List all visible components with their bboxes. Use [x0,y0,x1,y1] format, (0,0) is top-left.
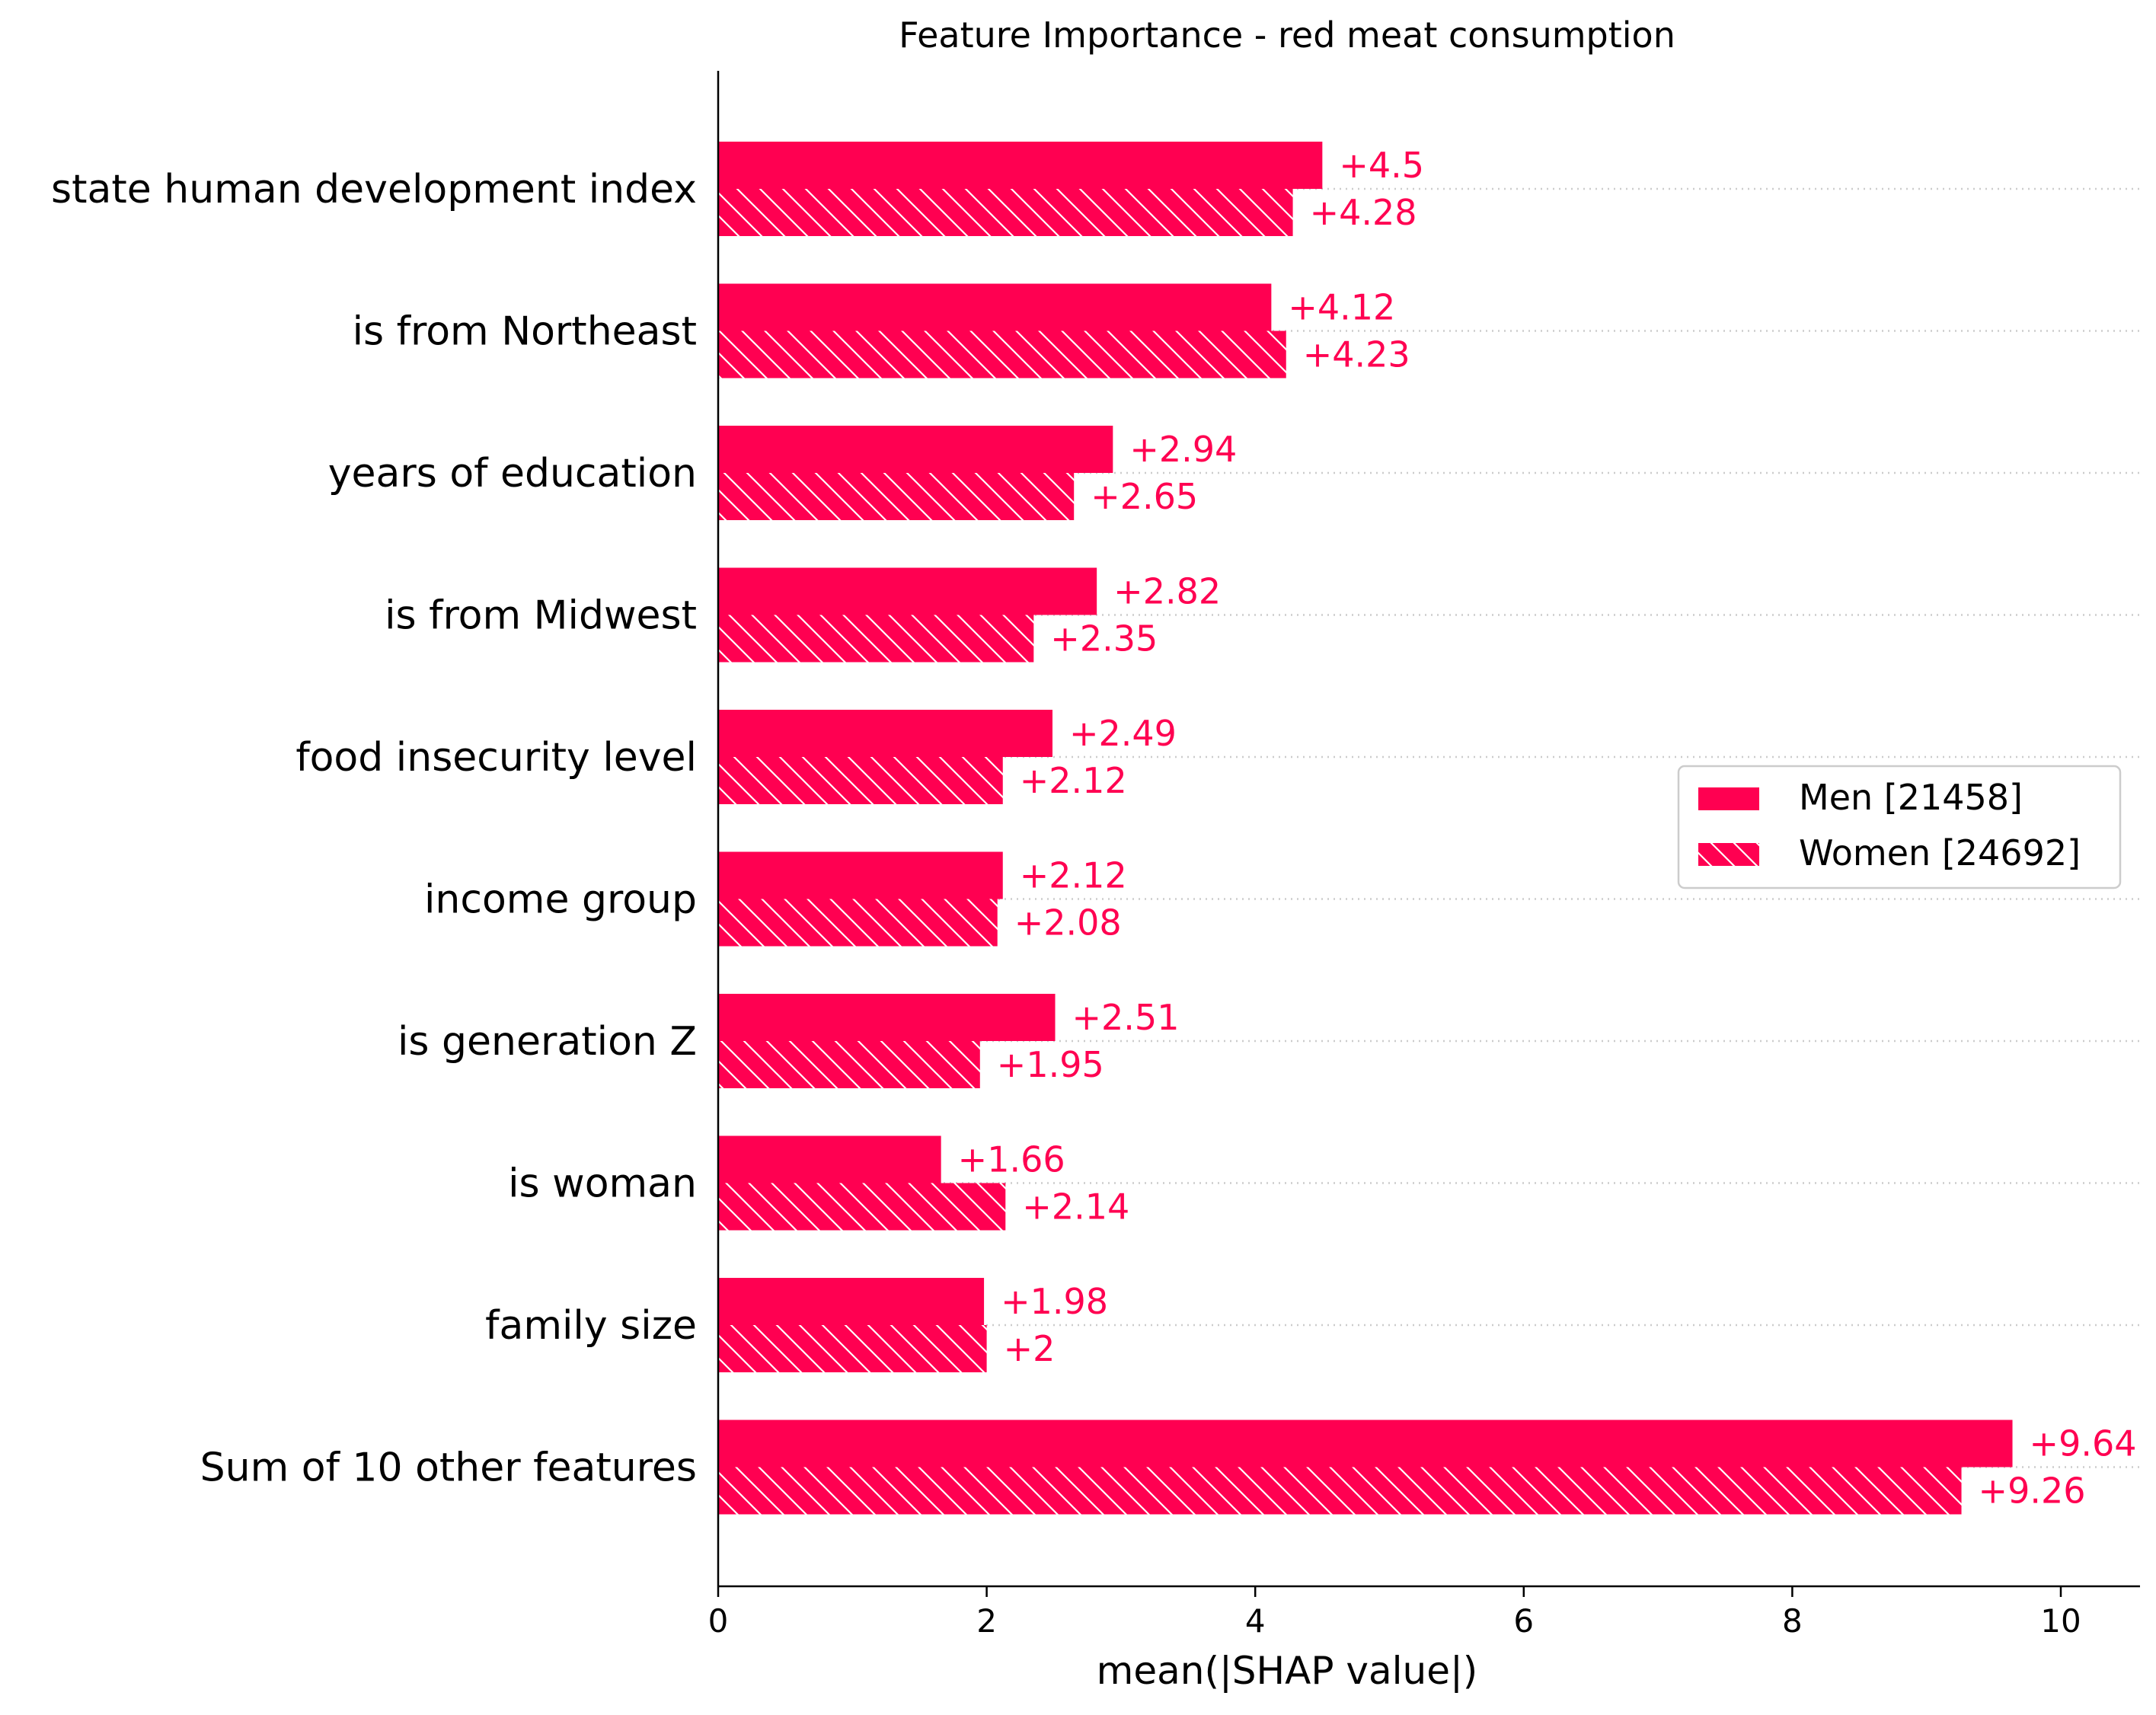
value-label-women: +1.95 [997,1044,1104,1085]
y-tick-label: state human development index [51,167,697,212]
y-tick-label: income group [424,877,697,923]
bar-women [718,899,998,947]
bar-men [718,1278,985,1325]
y-tick-label: is generation Z [398,1019,697,1065]
bar-men [718,426,1113,473]
x-tick-label: 10 [2040,1602,2081,1640]
x-tick-label: 4 [1245,1602,1266,1640]
value-label-men: +1.66 [958,1139,1065,1180]
bar-men [718,851,1003,899]
value-labels: +4.5 +4.28 +4.12 +4.23 +2.94 +2.65 +2.82 +2.35 +… [958,145,2137,1512]
y-tick-label: is from Northeast [353,309,697,355]
y-tick-label: family size [485,1303,697,1349]
bar-men [718,283,1272,331]
legend-swatch-women [1698,843,1759,866]
x-tick-label: 8 [1782,1602,1803,1640]
value-label-men: +4.5 [1339,145,1424,186]
bar-women [718,1041,980,1088]
bar-men [718,567,1097,615]
value-label-men: +2.82 [1113,571,1221,612]
value-label-men: +2.49 [1069,713,1177,754]
value-label-women: +4.28 [1310,192,1417,233]
x-tick-label: 2 [976,1602,997,1640]
value-label-women: +9.26 [1979,1471,2086,1512]
x-ticks: 0 2 4 6 8 10 [708,1586,2081,1640]
y-tick-label: is from Midwest [385,593,697,639]
y-tick-label: Sum of 10 other features [200,1445,697,1491]
legend: Men [21458] Women [24692] [1677,765,2122,889]
value-label-women: +2.35 [1050,618,1158,659]
x-axis-label: mean(|SHAP value|) [1097,1649,1478,1693]
value-label-women: +2.14 [1022,1186,1129,1228]
value-label-men: +2.94 [1129,429,1237,470]
bar-men [718,142,1323,189]
bar-men [718,1135,941,1183]
bar-women [718,189,1293,236]
bar-men [718,1420,2013,1467]
legend-frame [1677,765,2122,889]
value-label-women: +2 [1004,1328,1056,1369]
bar-women [718,1467,1962,1515]
bar-women [718,473,1075,520]
value-label-men: +2.12 [1020,855,1127,896]
legend-swatch-men [1698,787,1759,810]
value-label-men: +9.64 [2030,1423,2137,1464]
x-tick-label: 6 [1513,1602,1534,1640]
legend-label-women: Women [24692] [1799,832,2081,873]
value-label-women: +2.65 [1091,476,1198,517]
bar-women [718,331,1286,378]
y-tick-label: years of education [328,451,697,497]
x-tick-label: 0 [708,1602,729,1640]
value-label-men: +1.98 [1001,1281,1108,1322]
bars [718,142,2013,1515]
y-tick-labels: state human development index is from Nor… [51,167,697,1491]
bar-women [718,757,1003,804]
bar-men [718,994,1056,1041]
bar-women [718,1325,987,1372]
bar-women [718,1183,1006,1231]
bar-women [718,615,1034,663]
value-label-women: +2.12 [1020,760,1127,801]
value-label-women: +2.08 [1014,902,1122,944]
value-label-men: +2.51 [1072,997,1180,1038]
chart-title: Feature Importance - red meat consumptio… [899,14,1675,56]
legend-label-men: Men [21458] [1799,777,2023,818]
value-label-women: +4.23 [1303,334,1410,375]
bar-men [718,710,1052,757]
y-tick-label: is woman [508,1161,697,1207]
axes [717,71,2140,1588]
y-tick-label: food insecurity level [295,735,697,781]
value-label-men: +4.12 [1288,287,1395,328]
